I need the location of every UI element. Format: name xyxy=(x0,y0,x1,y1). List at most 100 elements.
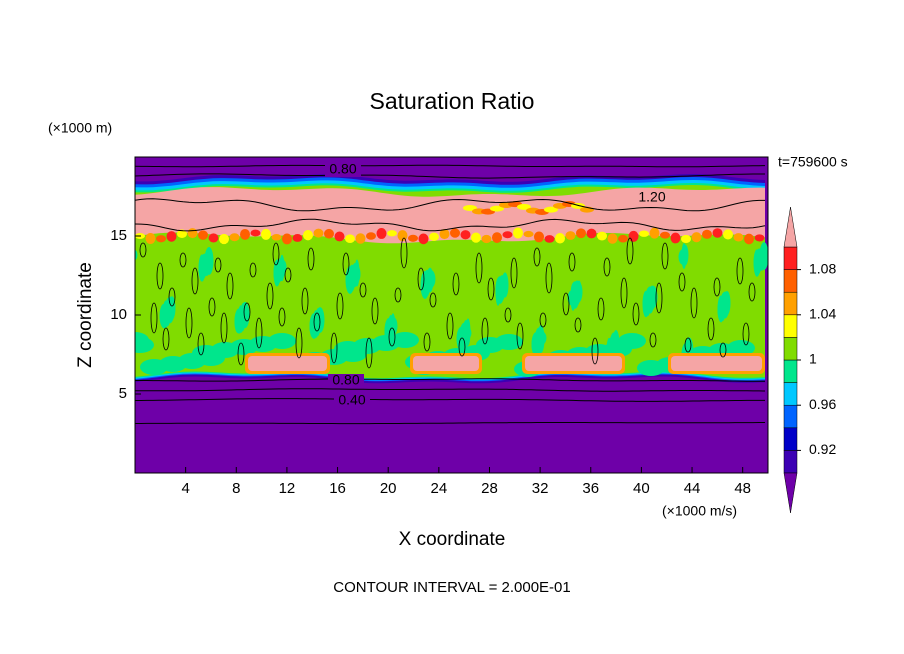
contour-line xyxy=(266,282,274,310)
contour-line xyxy=(342,252,350,276)
contour-line xyxy=(394,287,402,303)
contour-line xyxy=(684,337,692,353)
field-cell xyxy=(156,235,166,243)
field-cell xyxy=(234,310,242,334)
field-cell xyxy=(273,267,279,281)
field-cell xyxy=(733,233,744,242)
contour-line xyxy=(214,257,222,273)
contour-line xyxy=(400,237,408,269)
contour-label: 0.40 xyxy=(338,392,365,408)
contour-line xyxy=(533,247,541,267)
field-cell xyxy=(187,228,198,239)
field-cell xyxy=(691,232,702,243)
contour-line xyxy=(655,282,663,314)
contour-line xyxy=(591,337,599,365)
contour-line xyxy=(226,272,234,300)
field-cell xyxy=(544,206,558,213)
field-cell xyxy=(345,266,355,294)
field xyxy=(135,157,768,473)
chart-title: Saturation Ratio xyxy=(370,88,535,114)
field-cell xyxy=(517,203,531,210)
x-tick-label: 28 xyxy=(481,480,498,497)
field-cell xyxy=(618,234,628,243)
contour-line xyxy=(504,307,512,323)
x-tick-label: 20 xyxy=(380,480,397,497)
x-tick-label: 16 xyxy=(329,480,346,497)
colorbar-tick-label: 1 xyxy=(809,351,817,367)
field-cell xyxy=(145,233,156,245)
contour-line xyxy=(272,242,280,266)
x-tick-label: 48 xyxy=(734,480,751,497)
field-cell xyxy=(597,231,607,241)
field-cell xyxy=(261,228,271,240)
colorbar-band xyxy=(783,291,798,316)
contour-line xyxy=(545,262,553,294)
field-cell xyxy=(135,250,138,260)
contour-line xyxy=(562,292,570,316)
cloud xyxy=(413,356,479,371)
contour-line xyxy=(197,332,205,356)
field-cell xyxy=(649,227,660,239)
cloud xyxy=(525,356,622,371)
contour-line xyxy=(690,287,698,319)
colorbar-tick-label: 1.08 xyxy=(809,260,836,276)
field-cell xyxy=(670,232,681,244)
contour-line xyxy=(510,257,518,289)
field-cell xyxy=(334,231,345,242)
contour-line xyxy=(307,247,315,271)
field-cell xyxy=(744,233,754,245)
contour-line xyxy=(135,198,765,212)
contour-line xyxy=(574,317,582,333)
field-cell xyxy=(198,263,204,275)
field-cell xyxy=(642,290,650,318)
colorbar-over xyxy=(783,206,798,248)
field-cell xyxy=(229,233,240,242)
field-cell xyxy=(555,232,565,244)
colorbar-band xyxy=(783,427,798,451)
contour-line xyxy=(336,292,344,320)
x-tick-label: 32 xyxy=(532,480,549,497)
contour-line xyxy=(359,282,367,298)
field-cell xyxy=(717,300,723,320)
field-cell xyxy=(339,346,367,362)
field-cell xyxy=(418,233,429,245)
contour-line xyxy=(255,317,263,349)
field-cell xyxy=(345,234,355,244)
field-cell xyxy=(702,229,712,239)
contour-line xyxy=(481,317,489,345)
field-cell xyxy=(271,233,282,241)
contour-line xyxy=(150,302,158,334)
contour-line xyxy=(278,307,286,327)
contour-line xyxy=(446,312,454,340)
field-cell xyxy=(387,230,397,237)
field-cell xyxy=(439,228,450,240)
field-cell xyxy=(513,227,523,239)
contour-line xyxy=(365,337,373,369)
time-label: t=759600 s xyxy=(778,154,848,170)
contour-line xyxy=(736,257,744,285)
contour-line xyxy=(191,267,199,295)
contour-line xyxy=(678,272,686,292)
field-cell xyxy=(565,231,576,240)
contour-line xyxy=(284,267,292,283)
contour-line xyxy=(135,378,765,382)
cloud xyxy=(248,356,327,371)
x-axis-label: X coordinate xyxy=(399,529,506,550)
contour-label-bg xyxy=(334,394,370,408)
contour-label-bg xyxy=(634,191,670,205)
contour-line xyxy=(295,327,303,359)
field-cell xyxy=(495,278,501,306)
colorbar-band xyxy=(783,269,798,293)
contour-line xyxy=(243,302,251,322)
x-tick-label: 36 xyxy=(582,480,599,497)
contour-line xyxy=(135,422,765,425)
contour-line xyxy=(179,252,187,268)
colorbar-band xyxy=(783,359,798,383)
colorbar-band xyxy=(783,404,798,429)
y-tick-label: 5 xyxy=(119,385,127,402)
contour-line xyxy=(135,398,765,402)
y-axis-label: Z coordinate xyxy=(75,262,96,368)
field-cell xyxy=(355,233,366,244)
colorbar-under xyxy=(783,472,798,514)
field-cell xyxy=(534,231,544,243)
